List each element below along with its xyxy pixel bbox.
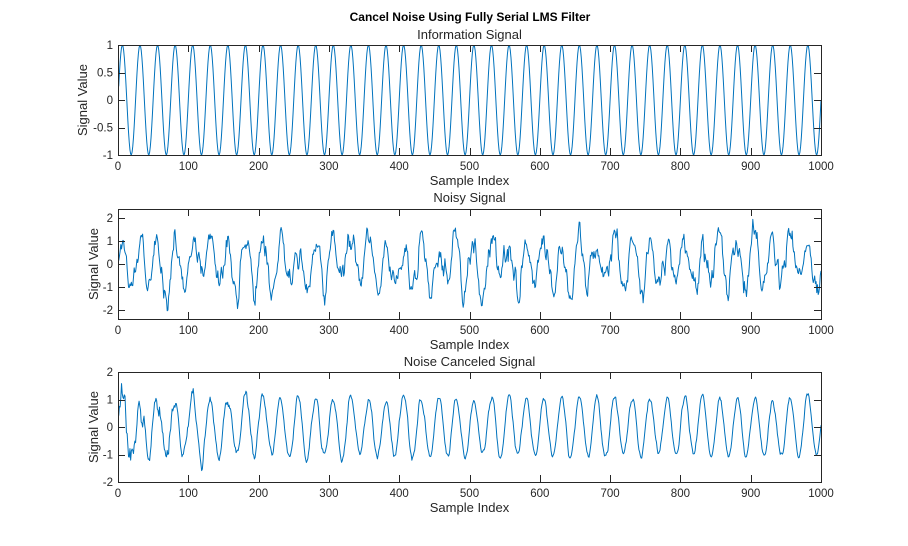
- x-tick-label: 500: [460, 325, 479, 337]
- x-axis-label: Sample Index: [430, 173, 510, 188]
- x-tick-label: 900: [741, 325, 760, 337]
- y-tick-label: -1: [103, 150, 113, 162]
- x-tick-label: 400: [390, 161, 409, 173]
- x-tick-label: 200: [249, 161, 268, 173]
- x-tick-label: 300: [319, 325, 338, 337]
- x-tick-label: 300: [319, 488, 338, 500]
- y-tick-label: -2: [103, 477, 113, 489]
- x-tick-label: 800: [671, 161, 690, 173]
- axes-3: 0 100 200 300 400 500 600 700 800 900 1000 -2 -1 0 1 2 N…: [86, 354, 834, 515]
- x-tick-label: 200: [249, 325, 268, 337]
- axes-2: 0 100 200 300 400 500 600 700 800 900 1000 -2 -1 0 1 2 N…: [86, 190, 834, 352]
- y-tick-label: 2: [107, 213, 113, 225]
- x-tick-label: 700: [601, 161, 620, 173]
- y-tick-label: 0: [107, 259, 113, 271]
- y-tick-label: 1: [107, 236, 113, 248]
- x-tick-label: 500: [460, 161, 479, 173]
- x-tick-label: 1000: [808, 488, 834, 500]
- x-tick-label: 800: [671, 488, 690, 500]
- series-line: [118, 45, 821, 155]
- y-axis-label: Signal Value: [75, 64, 90, 136]
- axes-title: Noisy Signal: [433, 190, 505, 205]
- x-tick-label: 600: [530, 325, 549, 337]
- x-tick-label: 0: [115, 161, 121, 173]
- x-tick-label: 0: [115, 325, 121, 337]
- y-axis-label: Signal Value: [86, 391, 101, 463]
- x-tick-label: 500: [460, 488, 479, 500]
- y-tick-label: 0.5: [97, 68, 113, 80]
- y-tick-label: -1: [103, 282, 113, 294]
- x-tick-label: 1000: [808, 325, 834, 337]
- x-tick-label: 600: [530, 161, 549, 173]
- y-tick-label: 0: [107, 422, 113, 434]
- y-tick-label: 1: [107, 40, 113, 52]
- axes-layer: 0 100 200 300 400 500 600 700 800 900 1000-1-0.500…: [75, 27, 834, 515]
- x-tick-label: 400: [390, 488, 409, 500]
- x-axis-label: Sample Index: [430, 500, 510, 515]
- x-axis-label: Sample Index: [430, 337, 510, 352]
- axes-title: Noise Canceled Signal: [404, 354, 536, 369]
- y-tick-label: 0: [107, 95, 113, 107]
- x-tick-label: 100: [179, 325, 198, 337]
- axes-1: 0 100 200 300 400 500 600 700 800 900 1000 -1 -0.5 0 0…: [75, 27, 834, 188]
- x-tick-label: 700: [601, 325, 620, 337]
- x-tick-label: 0: [115, 488, 121, 500]
- x-tick-label: 100: [179, 161, 198, 173]
- axes-title: Information Signal: [417, 27, 522, 42]
- x-tick-label: 1000: [808, 161, 834, 173]
- x-tick-label: 900: [741, 161, 760, 173]
- y-axis-label: Signal Value: [86, 228, 101, 300]
- x-tick-label: 200: [249, 488, 268, 500]
- y-tick-label: -0.5: [93, 123, 113, 135]
- x-tick-label: 300: [319, 161, 338, 173]
- x-tick-label: 700: [601, 488, 620, 500]
- x-tick-label: 800: [671, 325, 690, 337]
- y-tick-label: -2: [103, 305, 113, 317]
- figure-title: Cancel Noise Using Fully Serial LMS Filt…: [350, 10, 591, 24]
- x-tick-label: 900: [741, 488, 760, 500]
- y-tick-label: -1: [103, 450, 113, 462]
- series-line: [118, 383, 821, 472]
- series-line: [118, 218, 821, 312]
- x-tick-label: 400: [390, 325, 409, 337]
- x-tick-label: 100: [179, 488, 198, 500]
- y-tick-label: 2: [107, 367, 113, 379]
- y-tick-label: 1: [107, 395, 113, 407]
- x-tick-label: 600: [530, 488, 549, 500]
